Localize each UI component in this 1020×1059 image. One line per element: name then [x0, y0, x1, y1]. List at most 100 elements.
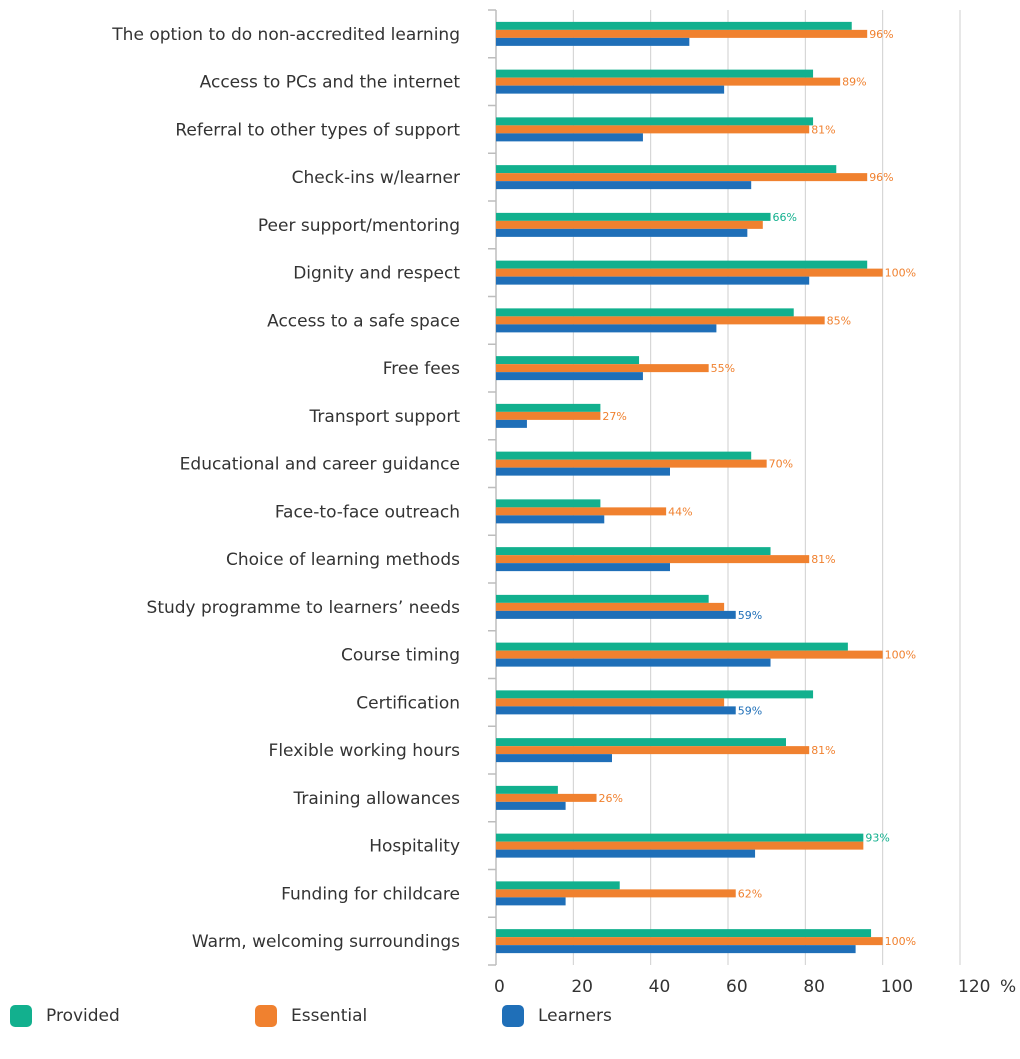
bar-essential: [496, 77, 841, 86]
bar-learners: [496, 897, 566, 906]
legend-label-provided: Provided: [46, 1006, 120, 1026]
category-labels: The option to do non-accredited learning…: [111, 25, 460, 952]
category-label: Choice of learning methods: [226, 550, 460, 570]
bar-provided: [496, 738, 786, 747]
bar-learners: [496, 37, 690, 46]
data-label: 100%: [885, 267, 916, 280]
data-label: 96%: [869, 171, 893, 184]
data-label: 62%: [738, 887, 762, 900]
bar-provided: [496, 212, 771, 221]
legend-swatch-essential: [255, 1005, 277, 1027]
data-label: 81%: [811, 744, 835, 757]
bar-learners: [496, 324, 717, 333]
bar-provided: [496, 833, 864, 842]
category-label: Flexible working hours: [269, 741, 461, 761]
bar-provided: [496, 165, 837, 174]
legend-swatch-provided: [10, 1005, 32, 1027]
bar-essential: [496, 602, 725, 611]
bar-provided: [496, 499, 601, 508]
category-label: Dignity and respect: [293, 264, 460, 284]
data-label: 27%: [602, 410, 626, 423]
bar-essential: [496, 746, 810, 755]
data-label: 44%: [668, 505, 692, 518]
bar-learners: [496, 228, 748, 237]
data-label: 89%: [842, 76, 866, 89]
data-label: 55%: [711, 362, 735, 375]
bar-learners: [496, 801, 566, 810]
category-label: Warm, welcoming surroundings: [192, 932, 460, 952]
bar-essential: [496, 889, 736, 898]
x-tick-label: 120: [958, 977, 990, 997]
category-label: Course timing: [341, 646, 460, 666]
data-labels: 96% 89% 81% 96% 66% 100% 85% 55% 27% 70% 44% 81% 59%…: [599, 28, 917, 948]
category-label: Referral to other types of support: [175, 120, 460, 140]
category-label: Educational and career guidance: [180, 455, 460, 475]
x-tick-label: 40: [649, 977, 671, 997]
bar-learners: [496, 276, 810, 285]
category-label: Check-ins w/learner: [292, 168, 460, 188]
data-label: 100%: [885, 649, 916, 662]
bar-provided: [496, 117, 814, 126]
category-label: The option to do non-accredited learning: [111, 25, 460, 45]
data-label: 26%: [599, 792, 623, 805]
bar-provided: [496, 785, 558, 794]
legend-item-essential: Essential: [255, 1005, 367, 1027]
bar-learners: [496, 658, 771, 667]
data-label: 100%: [885, 935, 916, 948]
category-label: Access to a safe space: [267, 311, 460, 331]
y-axis: [488, 9, 497, 966]
category-label: Access to PCs and the internet: [200, 73, 461, 93]
bar-essential: [496, 364, 709, 373]
bar-provided: [496, 308, 794, 317]
bar-essential: [496, 316, 825, 325]
bar-provided: [496, 547, 771, 556]
category-label: Certification: [356, 693, 460, 713]
category-label: Transport support: [309, 407, 461, 427]
bar-provided: [496, 690, 814, 699]
bar-learners: [496, 945, 856, 954]
bar-essential: [496, 555, 810, 564]
x-tick-label: 20: [571, 977, 593, 997]
bar-learners: [496, 85, 725, 94]
bar-essential: [496, 793, 597, 802]
bar-essential: [496, 937, 883, 946]
category-label: Training allowances: [292, 789, 460, 809]
bars: [496, 21, 883, 954]
data-label: 85%: [827, 314, 851, 327]
bar-learners: [496, 133, 643, 142]
bar-essential: [496, 841, 864, 850]
bar-essential: [496, 459, 767, 468]
data-label: 81%: [811, 123, 835, 136]
legend-label-learners: Learners: [538, 1006, 612, 1026]
x-tick-label: 0: [494, 977, 505, 997]
bar-learners: [496, 849, 756, 858]
legend: Provided Essential Learners: [0, 1005, 1020, 1045]
data-label: 81%: [811, 553, 835, 566]
data-label: 66%: [773, 211, 797, 224]
legend-item-learners: Learners: [502, 1005, 612, 1027]
bar-provided: [496, 356, 640, 365]
category-label: Funding for childcare: [281, 884, 460, 904]
category-label: Face-to-face outreach: [275, 502, 460, 522]
bar-learners: [496, 419, 527, 428]
gridlines: [572, 10, 961, 965]
data-label: 96%: [869, 28, 893, 41]
data-label: 59%: [738, 609, 762, 622]
x-unit-label: %: [1000, 977, 1016, 997]
legend-item-provided: Provided: [10, 1005, 120, 1027]
bar-essential: [496, 29, 868, 38]
bar-provided: [496, 881, 620, 890]
bar-learners: [496, 610, 736, 619]
bar-essential: [496, 173, 868, 182]
bar-essential: [496, 220, 763, 229]
bar-essential: [496, 698, 725, 707]
x-tick-label: 60: [726, 977, 748, 997]
bar-essential: [496, 507, 667, 516]
bar-learners: [496, 563, 670, 572]
bar-essential: [496, 268, 883, 277]
x-tick-label: 80: [803, 977, 825, 997]
category-label: Peer support/mentoring: [258, 216, 460, 236]
bar-essential: [496, 650, 883, 659]
bar-provided: [496, 929, 872, 938]
category-label: Study programme to learners’ needs: [147, 598, 461, 618]
